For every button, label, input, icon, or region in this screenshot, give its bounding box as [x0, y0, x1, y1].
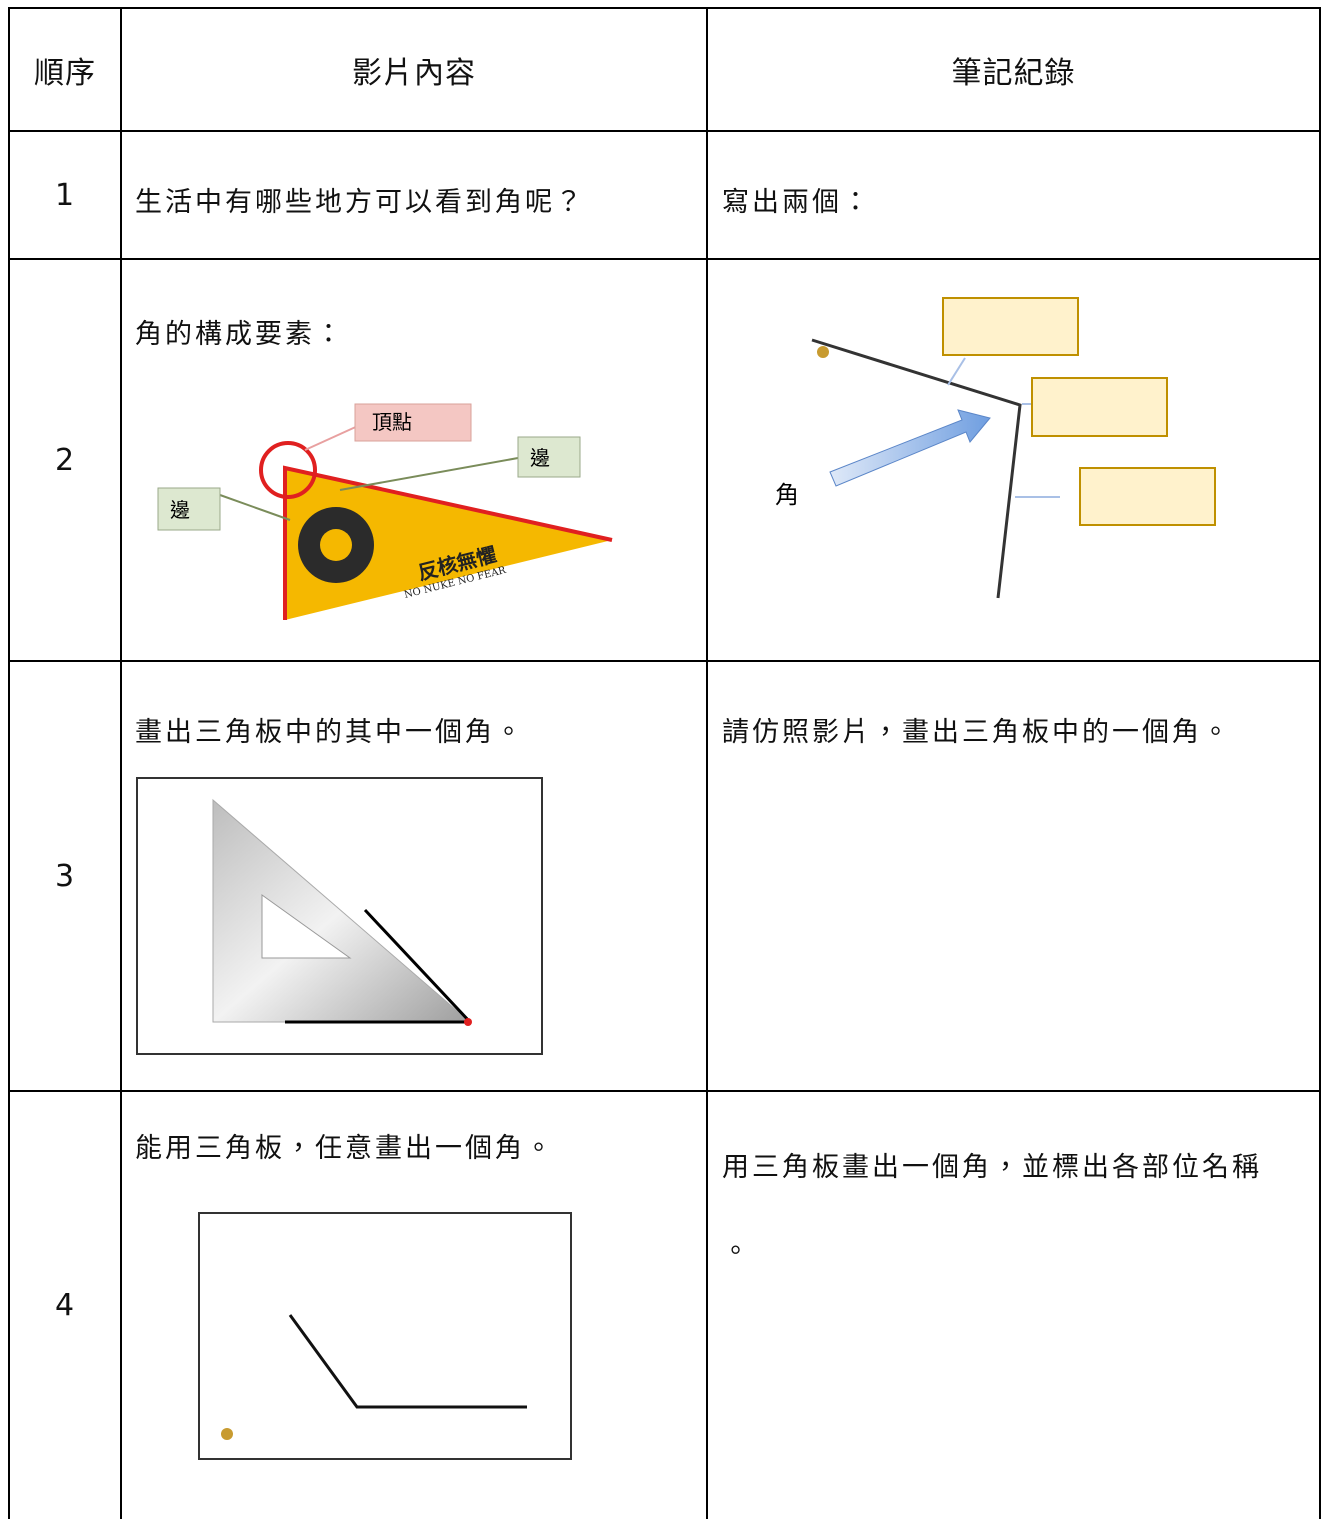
table-border	[8, 7, 1321, 9]
label: 頂點	[372, 410, 412, 434]
pointer	[304, 424, 361, 451]
label: 邊	[170, 498, 190, 522]
arrow	[829, 409, 991, 487]
pencil	[221, 1428, 233, 1440]
order-cell: 2	[54, 442, 76, 478]
order-cell: 3	[54, 858, 76, 894]
notes-text: 寫出兩個：	[722, 187, 872, 218]
content-text: 畫出三角板中的其中一個角。	[135, 717, 525, 748]
blank-box	[1079, 467, 1216, 526]
header-cell: 影片內容	[352, 55, 476, 91]
table-border	[8, 130, 1321, 132]
label: 邊	[530, 446, 550, 470]
table-border	[1319, 7, 1321, 1519]
pencil	[817, 346, 829, 358]
angle-side	[363, 908, 472, 1024]
label-box	[157, 487, 221, 531]
label-box	[517, 436, 581, 478]
logo	[320, 529, 352, 561]
vertex-circle	[259, 441, 317, 499]
pointer	[219, 494, 291, 521]
set-square-hole	[261, 894, 352, 959]
pennant-edge	[283, 465, 613, 620]
header-cell: 順序	[34, 55, 96, 91]
table-border	[120, 7, 122, 1519]
angle-sides	[811, 338, 1022, 599]
pointer	[339, 457, 519, 491]
pointer	[947, 357, 966, 386]
vertex-dot	[464, 1018, 472, 1026]
label: 角	[775, 481, 799, 509]
order-cell: 4	[54, 1288, 76, 1323]
table-border	[8, 1090, 1321, 1092]
angle-sides	[288, 1314, 527, 1409]
content-text: 生活中有哪些地方可以看到角呢？	[135, 187, 585, 218]
table-border	[706, 7, 708, 1519]
drawn-angle-figure	[198, 1212, 572, 1460]
blank-box	[1031, 377, 1168, 437]
notes-text: 用三角板畫出一個角，並標出各部位名稱。	[722, 1152, 1262, 1267]
label-box	[354, 403, 472, 442]
table-border	[8, 258, 1321, 260]
header-cell: 筆記紀錄	[951, 55, 1076, 91]
frame	[198, 1212, 572, 1460]
content-text: 能用三角板，任意畫出一個角。	[135, 1133, 555, 1164]
content-text: 角的構成要素：	[135, 319, 345, 350]
pennant-figure: 反核無懼 NO NUKE NO FEAR 頂點 邊 邊	[157, 403, 613, 620]
table-border	[8, 7, 10, 1519]
angle-figure: 角	[775, 297, 1216, 599]
blank-box	[942, 297, 1079, 356]
notes-text: 請仿照影片，畫出三角板中的一個角。	[722, 717, 1232, 748]
table-border	[8, 660, 1321, 662]
pennant	[285, 468, 612, 620]
setsquare-figure	[136, 777, 543, 1055]
order-cell: 1	[54, 177, 76, 213]
